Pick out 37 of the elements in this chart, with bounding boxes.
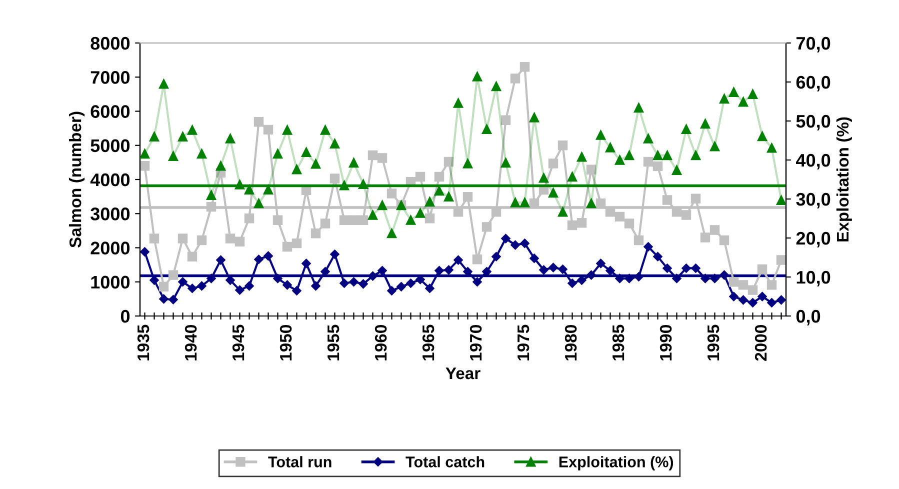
legend-label: Total run [268, 456, 332, 468]
x-tick-label: 1940 [184, 325, 197, 360]
y-tick-label: 5000 [90, 139, 130, 152]
x-tick-label: 1945 [232, 324, 244, 360]
x-tick-label: 2000 [754, 325, 767, 361]
x-tick-label: 1995 [707, 324, 720, 360]
y-tick-label: 7000 [90, 71, 130, 84]
y-tick-label: 6000 [90, 105, 130, 118]
y-tick-label: 1000 [91, 276, 130, 289]
x-tick-label: 1985 [612, 324, 624, 360]
x-tick-label: 1965 [422, 324, 434, 360]
legend-label: Exploitation (%) [559, 456, 674, 470]
y-tick-label: 4000 [90, 173, 130, 186]
y-tick-label: 0 [120, 310, 130, 323]
y2-tick-label: 20,0 [796, 232, 830, 248]
x-tick-label: 1935 [137, 324, 150, 360]
y-tick-label: 8000 [90, 36, 130, 50]
y-axis-title: Salmon (number) [69, 112, 85, 248]
y2-axis-title: Exploitation (%) [836, 117, 852, 242]
y2-tick-label: 40,0 [796, 154, 830, 170]
legend-label: Total catch [406, 456, 484, 468]
y2-tick-label: 10,0 [796, 270, 830, 286]
y2-tick-label: 0,0 [796, 310, 820, 326]
x-axis-title: Year [446, 368, 480, 380]
y2-tick-label: 70,0 [796, 36, 830, 52]
x-tick-label: 1980 [564, 325, 577, 360]
x-tick-label: 1975 [517, 324, 530, 360]
y2-tick-label: 50,0 [796, 114, 830, 130]
x-tick-label: 1955 [327, 324, 340, 360]
y-tick-label: 2000 [90, 242, 130, 254]
x-tick-label: 1990 [660, 325, 672, 360]
x-tick-label: 1970 [470, 325, 482, 360]
y-tick-label: 3000 [90, 208, 130, 220]
y2-tick-label: 60,0 [796, 76, 830, 92]
x-tick-label: 1950 [280, 325, 292, 360]
x-tick-label: 1960 [374, 325, 387, 360]
y2-tick-label: 30,0 [796, 192, 830, 208]
